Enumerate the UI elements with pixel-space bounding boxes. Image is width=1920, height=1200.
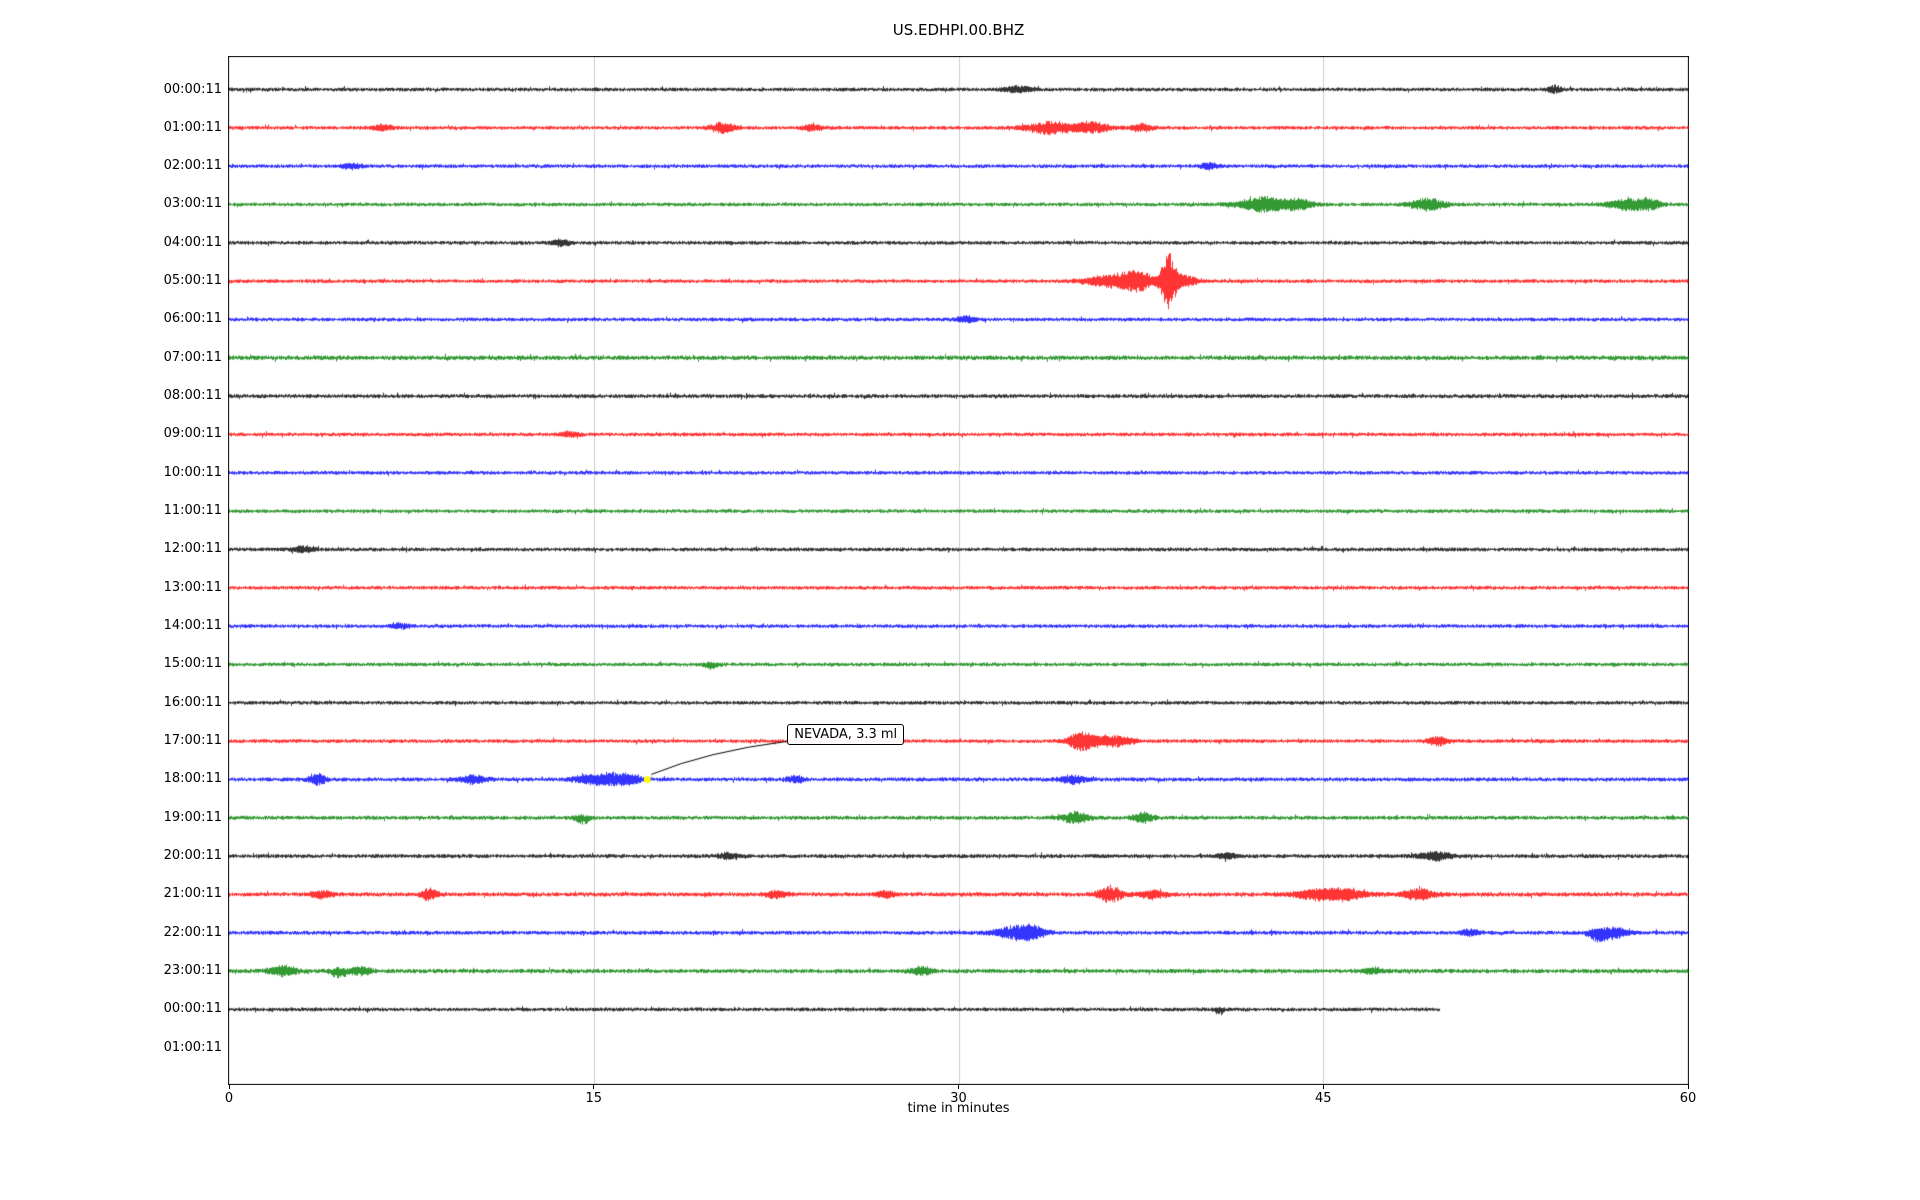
y-axis-label: 23:00:11	[163, 963, 222, 979]
y-axis-label: 09:00:11	[163, 426, 222, 442]
y-axis-label: 02:00:11	[163, 158, 222, 174]
y-axis-label: 21:00:11	[163, 886, 222, 902]
x-axis-tick-mark	[1322, 1085, 1324, 1089]
y-axis-label: 03:00:11	[163, 196, 222, 212]
y-axis-label: 22:00:11	[163, 924, 222, 940]
y-axis-label: 14:00:11	[163, 618, 222, 634]
y-axis-label: 16:00:11	[163, 694, 222, 710]
y-axis-label: 01:00:11	[163, 119, 222, 135]
x-axis-tick-label: 15	[585, 1091, 603, 1106]
x-axis-tick-mark	[958, 1085, 959, 1089]
x-axis-title: time in minutes	[907, 1101, 1010, 1116]
y-axis-label: 08:00:11	[163, 388, 222, 404]
x-axis-tick-mark	[593, 1085, 595, 1089]
y-axis-label: 01:00:11	[163, 1039, 222, 1055]
waveform-plot-canvas	[228, 56, 1689, 1085]
x-axis-tick-mark	[1687, 1085, 1689, 1089]
event-annotation: NEVADA, 3.3 ml	[787, 724, 905, 746]
y-axis-label: 17:00:11	[163, 733, 222, 749]
y-axis-label: 05:00:11	[163, 273, 222, 289]
y-axis-label: 00:00:11	[163, 81, 222, 97]
y-axis-label: 12:00:11	[163, 541, 222, 557]
event-annotation-label: NEVADA, 3.3 ml	[794, 727, 898, 743]
x-axis-tick-label: 45	[1314, 1091, 1332, 1106]
y-axis-label: 10:00:11	[163, 464, 222, 480]
y-axis-label: 00:00:11	[163, 1001, 222, 1017]
chart-title: US.EDHPI.00.BHZ	[892, 21, 1025, 39]
y-axis-label: 18:00:11	[163, 771, 222, 787]
y-axis-label: 13:00:11	[163, 579, 222, 595]
y-axis-label: 06:00:11	[163, 311, 222, 327]
x-axis-tick-mark	[228, 1085, 230, 1089]
x-axis-tick-label: 60	[1679, 1091, 1697, 1106]
x-axis-tick-label: 0	[224, 1091, 234, 1106]
x-axis-tick-label: 30	[950, 1091, 967, 1106]
y-axis-label: 15:00:11	[163, 656, 222, 672]
y-axis-label: 20:00:11	[163, 848, 222, 864]
y-axis-label: 11:00:11	[163, 503, 222, 519]
y-axis-label: 07:00:11	[163, 349, 222, 365]
y-axis-label: 04:00:11	[163, 234, 222, 250]
y-axis-label: 19:00:11	[163, 809, 222, 825]
